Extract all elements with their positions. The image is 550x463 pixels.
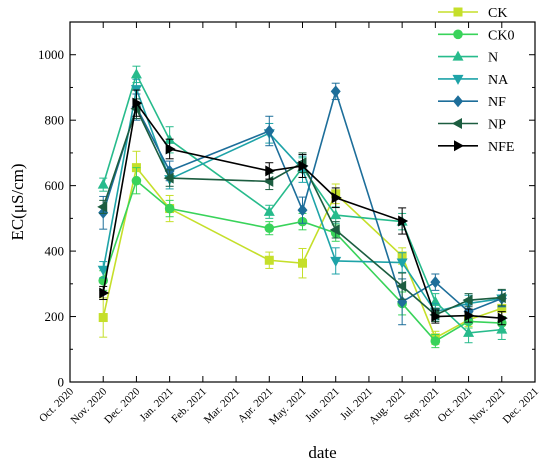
y-axis-label: EC(μS/cm): [8, 163, 27, 240]
data-point-ck: [264, 255, 274, 265]
series-line-n: [102, 72, 502, 334]
legend-marker-na: [452, 74, 464, 85]
legend-label-nf: NF: [488, 95, 506, 110]
data-point-np: [97, 201, 108, 213]
legend-item-nfe: NFE: [438, 140, 514, 155]
data-point-ck: [497, 303, 507, 313]
data-point-n: [496, 323, 508, 334]
data-point-np: [495, 292, 506, 304]
x-tick-label: Sep. 2021: [402, 386, 442, 426]
data-point-nf: [330, 85, 341, 98]
data-point-nfe: [99, 287, 110, 299]
legend-marker-ck0: [453, 29, 463, 40]
data-point-na: [396, 258, 408, 269]
legend-item-ck0: CK0: [438, 28, 514, 43]
legend-marker-ck: [453, 7, 463, 17]
series-line-ck: [102, 165, 503, 339]
legend-marker-nf: [453, 95, 463, 108]
x-tick-label: Jun. 2021: [303, 386, 342, 425]
data-point-np: [396, 280, 407, 292]
series-line-ck0: [102, 179, 502, 343]
data-point-nfe: [132, 97, 143, 109]
legend-label-ck: CK: [488, 6, 507, 21]
x-tick-label: Nov. 2021: [467, 386, 508, 427]
data-point-nfe: [331, 192, 342, 204]
x-tick-label: Dec. 2020: [102, 385, 143, 426]
data-point-ck: [98, 313, 108, 323]
legend-label-ck0: CK0: [488, 28, 514, 43]
legend-item-na: NA: [438, 73, 509, 88]
data-point-np: [163, 172, 174, 184]
data-point-np: [263, 175, 274, 187]
legend: CK CK0 N NA NF NP NFE: [438, 6, 514, 155]
x-axis-label: date: [308, 443, 336, 462]
data-point-na: [97, 265, 109, 276]
data-point-nfe: [431, 311, 442, 323]
legend-marker-n: [452, 50, 464, 61]
legend-item-np: NP: [438, 118, 506, 133]
data-point-nfe: [265, 165, 276, 177]
data-point-np: [462, 294, 473, 306]
legend-label-nfe: NFE: [488, 140, 514, 155]
series-nfe: [99, 89, 508, 326]
data-point-ck0: [430, 336, 441, 346]
series-line-nf: [102, 88, 503, 313]
legend-label-na: NA: [488, 73, 509, 88]
legend-marker-nfe: [454, 140, 464, 152]
data-point-ck0: [264, 223, 275, 233]
data-point-nfe: [497, 312, 508, 324]
legend-marker-np: [452, 118, 462, 129]
series-line-nfe: [102, 101, 502, 319]
data-point-na: [330, 256, 342, 267]
y-tick-label: 800: [45, 113, 65, 128]
x-tick-label: Aug. 2021: [367, 386, 408, 427]
x-tick-label: Mar. 2021: [202, 386, 242, 426]
legend-item-ck: CK: [438, 6, 507, 21]
x-tick-label: Dec. 2021: [501, 386, 541, 426]
data-point-np: [329, 224, 340, 236]
series-np: [97, 98, 506, 322]
y-tick-label: 200: [45, 309, 65, 324]
data-point-n: [463, 326, 475, 337]
y-tick-label: 1000: [38, 47, 64, 62]
y-tick-label: 400: [45, 244, 65, 259]
data-point-ck: [298, 258, 307, 268]
data-point-n: [130, 68, 142, 79]
data-point-nfe: [298, 160, 309, 172]
legend-item-n: N: [438, 50, 498, 66]
series-layer: [97, 65, 508, 349]
legend-item-nf: NF: [438, 95, 506, 110]
data-point-nfe: [464, 310, 475, 322]
data-point-n: [263, 205, 275, 216]
data-point-nf: [264, 124, 275, 137]
data-point-nfe: [398, 215, 409, 227]
data-point-ck0: [164, 203, 175, 214]
series-line-np: [102, 106, 502, 316]
legend-label-np: NP: [488, 118, 506, 133]
y-tick-label: 0: [58, 375, 65, 390]
data-point-nfe: [165, 143, 176, 155]
data-point-n: [330, 209, 342, 220]
data-point-nf: [430, 276, 441, 289]
y-tick-label: 600: [45, 178, 65, 193]
legend-label-n: N: [488, 51, 498, 66]
data-point-ck0: [131, 175, 142, 186]
data-point-nf: [297, 204, 308, 217]
data-point-n: [97, 178, 109, 189]
